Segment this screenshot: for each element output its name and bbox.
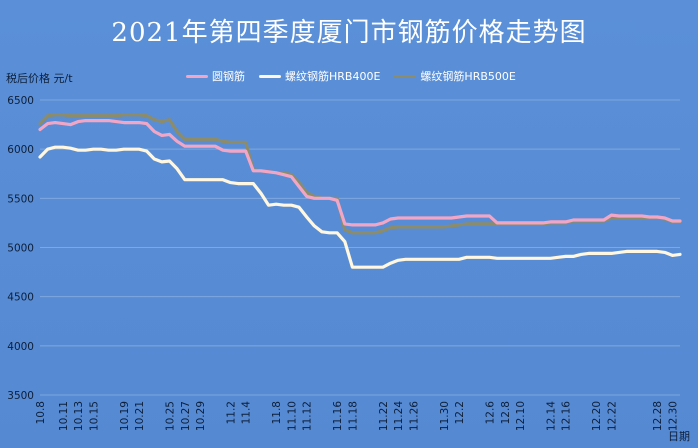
x-tick-label: 10.11 — [58, 401, 70, 431]
x-tick-label: 10.8 — [35, 401, 47, 424]
x-axis-label: 日期 — [668, 430, 690, 443]
x-tick-label: 11.26 — [408, 401, 420, 431]
legend-label-hrb400e: 螺纹钢筋HRB400E — [285, 70, 381, 83]
x-tick-label: 12.14 — [545, 401, 557, 431]
x-tick-label: 11.10 — [286, 401, 298, 431]
y-tick-label: 6500 — [7, 95, 34, 107]
x-tick-label: 11.8 — [271, 401, 283, 424]
legend-label-hrb500e: 螺纹钢筋HRB500E — [420, 70, 516, 83]
x-tick-label: 11.12 — [302, 401, 314, 431]
legend-item-round-steel: 圆钢筋 — [186, 68, 245, 84]
x-tick-label: 11.18 — [347, 401, 359, 431]
x-tick-label: 11.2 — [225, 401, 237, 424]
x-tick-label: 10.29 — [195, 401, 207, 431]
x-tick-label: 11.22 — [378, 401, 390, 431]
legend-item-hrb500e: 螺纹钢筋HRB500E — [394, 68, 516, 84]
x-tick-label: 11.24 — [393, 401, 405, 431]
y-axis-label: 税后价格 元/t — [6, 72, 73, 85]
x-tick-label: 11.16 — [332, 401, 344, 431]
x-tick-label: 10.19 — [119, 401, 131, 431]
x-tick-label: 11.30 — [439, 401, 451, 431]
y-tick-label: 3500 — [7, 390, 34, 402]
x-tick-label: 11.4 — [241, 401, 253, 425]
legend-item-hrb400e: 螺纹钢筋HRB400E — [259, 68, 380, 84]
y-tick-label: 4000 — [7, 341, 34, 353]
y-tick-label: 5000 — [7, 243, 34, 255]
x-tick-label: 10.15 — [88, 401, 100, 431]
x-tick-label: 12.2 — [454, 401, 466, 424]
legend-swatch-hrb500e — [394, 74, 417, 78]
x-tick-label: 12.30 — [667, 401, 679, 431]
x-tick-label: 12.8 — [500, 401, 512, 424]
x-tick-label: 10.25 — [165, 401, 177, 431]
x-tick-label: 12.20 — [591, 401, 603, 431]
series-line — [38, 113, 682, 235]
legend: 圆钢筋 螺纹钢筋HRB400E 螺纹钢筋HRB500E — [186, 68, 516, 84]
y-tick-label: 4500 — [7, 292, 34, 304]
x-tick-label: 10.21 — [134, 401, 146, 431]
series-line — [38, 119, 682, 227]
x-tick-label: 12.22 — [606, 401, 618, 431]
x-tick-label: 12.10 — [515, 401, 527, 431]
y-tick-label: 5500 — [7, 193, 34, 205]
x-tick-label: 12.6 — [485, 401, 497, 425]
legend-label-round-steel: 圆钢筋 — [212, 70, 245, 83]
chart-title: 2021年第四季度厦门市钢筋价格走势图 — [111, 18, 587, 48]
legend-swatch-hrb400e — [259, 74, 281, 78]
x-tick-label: 10.27 — [180, 401, 192, 431]
x-tick-label: 12.16 — [561, 401, 573, 431]
series-line — [38, 145, 682, 269]
legend-swatch-round-steel — [186, 74, 208, 78]
y-tick-label: 6000 — [7, 144, 34, 156]
x-tick-label: 12.28 — [652, 401, 664, 431]
x-tick-label: 10.13 — [73, 401, 85, 431]
